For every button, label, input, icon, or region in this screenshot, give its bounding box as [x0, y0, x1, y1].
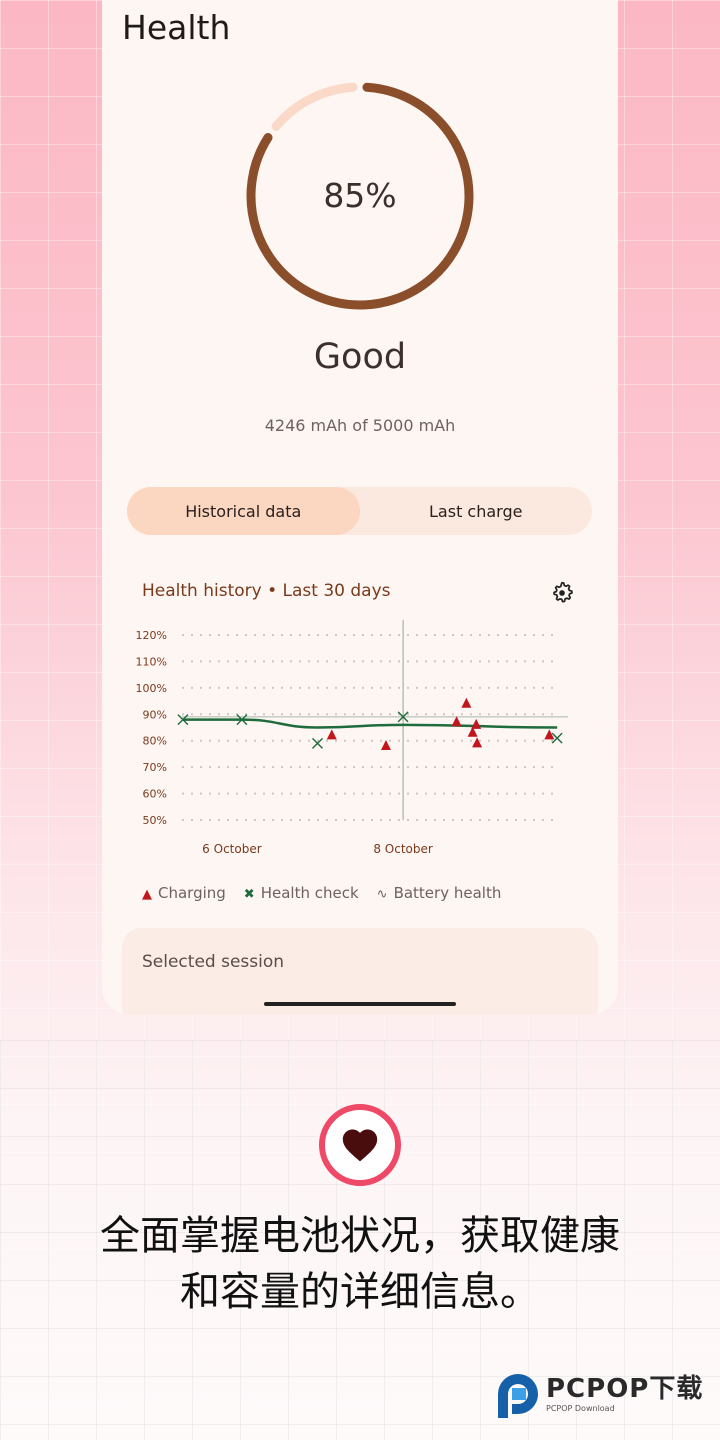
legend-label: Health check — [260, 884, 359, 902]
x-tick-label: 8 October — [373, 842, 433, 856]
promo-caption: 全面掌握电池状况，获取健康 和容量的详细信息。 — [0, 1208, 720, 1320]
watermark-sub: PCPOP Download — [546, 1404, 615, 1413]
y-tick-label: 50% — [143, 814, 167, 827]
triangle-icon: ▲ — [142, 887, 152, 902]
x-mark-icon: ✖ — [243, 887, 255, 902]
health-chart: 120% 110% 100% 90% 80% 70% 60% 50% 6 October 8 Oc… — [136, 620, 568, 856]
chart-title: Health history • Last 30 days — [142, 581, 391, 601]
charging-point — [461, 697, 472, 708]
y-tick-label: 120% — [136, 629, 167, 642]
watermark-text-block: PCPOP下载 PCPOP Download — [546, 1374, 703, 1414]
home-indicator[interactable] — [264, 1002, 456, 1006]
capacity-text: 4246 mAh of 5000 mAh — [264, 416, 456, 435]
x-tick-label: 6 October — [202, 842, 262, 856]
charging-point — [451, 716, 462, 727]
session-title: Selected session — [142, 952, 285, 972]
charging-point — [467, 726, 478, 737]
legend-label: Battery health — [393, 884, 502, 902]
health-ring — [246, 82, 474, 310]
health-status: Good — [313, 337, 407, 377]
health-check-point — [177, 714, 189, 726]
tab-bar: Historical data Last charge — [127, 487, 592, 535]
chart-legend: ▲ Charging ✖ Health check ∿ Battery health — [142, 883, 501, 905]
legend-label: Charging — [158, 884, 226, 902]
gear-icon[interactable] — [549, 580, 575, 606]
legend-battery-health: ∿ Battery health — [377, 883, 502, 905]
heart-icon — [342, 1129, 378, 1162]
charging-point — [326, 729, 337, 740]
y-tick-label: 100% — [136, 682, 167, 695]
y-tick-label: 90% — [143, 708, 167, 721]
legend-charging: ▲ Charging — [142, 883, 226, 905]
page-title: Health — [122, 8, 231, 47]
ring-remaining — [246, 82, 474, 310]
charging-point — [471, 718, 482, 729]
health-check-point — [236, 714, 248, 726]
watermark-logo: PCPOP下载 PCPOP Download — [492, 1368, 703, 1420]
health-check-point — [551, 732, 563, 744]
wave-icon: ∿ — [376, 887, 388, 902]
legend-health-check: ✖ Health check — [244, 883, 359, 905]
tab-last-charge[interactable]: Last charge — [429, 501, 523, 521]
health-check-point — [397, 711, 409, 723]
y-tick-label: 60% — [143, 788, 167, 801]
watermark-text: PCPOP下载 — [546, 1374, 704, 1404]
promo-line-1: 全面掌握电池状况，获取健康 — [100, 1213, 620, 1259]
heart-badge — [319, 1104, 401, 1186]
selected-session-card: Selected session — [122, 928, 598, 1015]
battery-health-line — [182, 718, 558, 729]
y-tick-label: 110% — [136, 655, 167, 668]
promo-line-2: 和容量的详细信息。 — [180, 1269, 540, 1315]
charging-point — [544, 729, 555, 740]
charging-point — [472, 737, 483, 748]
phone-screen: Health 85% Good 4246 mAh of 5000 mAh His… — [102, 0, 618, 1015]
health-percent: 85% — [323, 176, 397, 215]
ring-progress — [246, 82, 474, 310]
charging-point — [380, 740, 391, 750]
y-tick-label: 70% — [143, 761, 167, 774]
health-check-point — [312, 737, 324, 749]
pcpop-logo-icon — [498, 1374, 538, 1418]
y-tick-label: 80% — [143, 735, 167, 748]
tab-historical-data[interactable]: Historical data — [127, 487, 360, 535]
